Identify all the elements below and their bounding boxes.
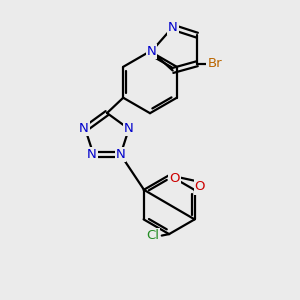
Text: O: O <box>195 181 205 194</box>
Text: Br: Br <box>208 57 222 70</box>
Text: N: N <box>87 148 97 161</box>
Text: N: N <box>116 148 125 161</box>
Text: N: N <box>79 122 88 135</box>
Text: N: N <box>124 122 134 135</box>
Text: N: N <box>147 45 156 58</box>
Text: O: O <box>169 172 180 184</box>
Text: N: N <box>168 21 178 34</box>
Text: Cl: Cl <box>146 229 159 242</box>
